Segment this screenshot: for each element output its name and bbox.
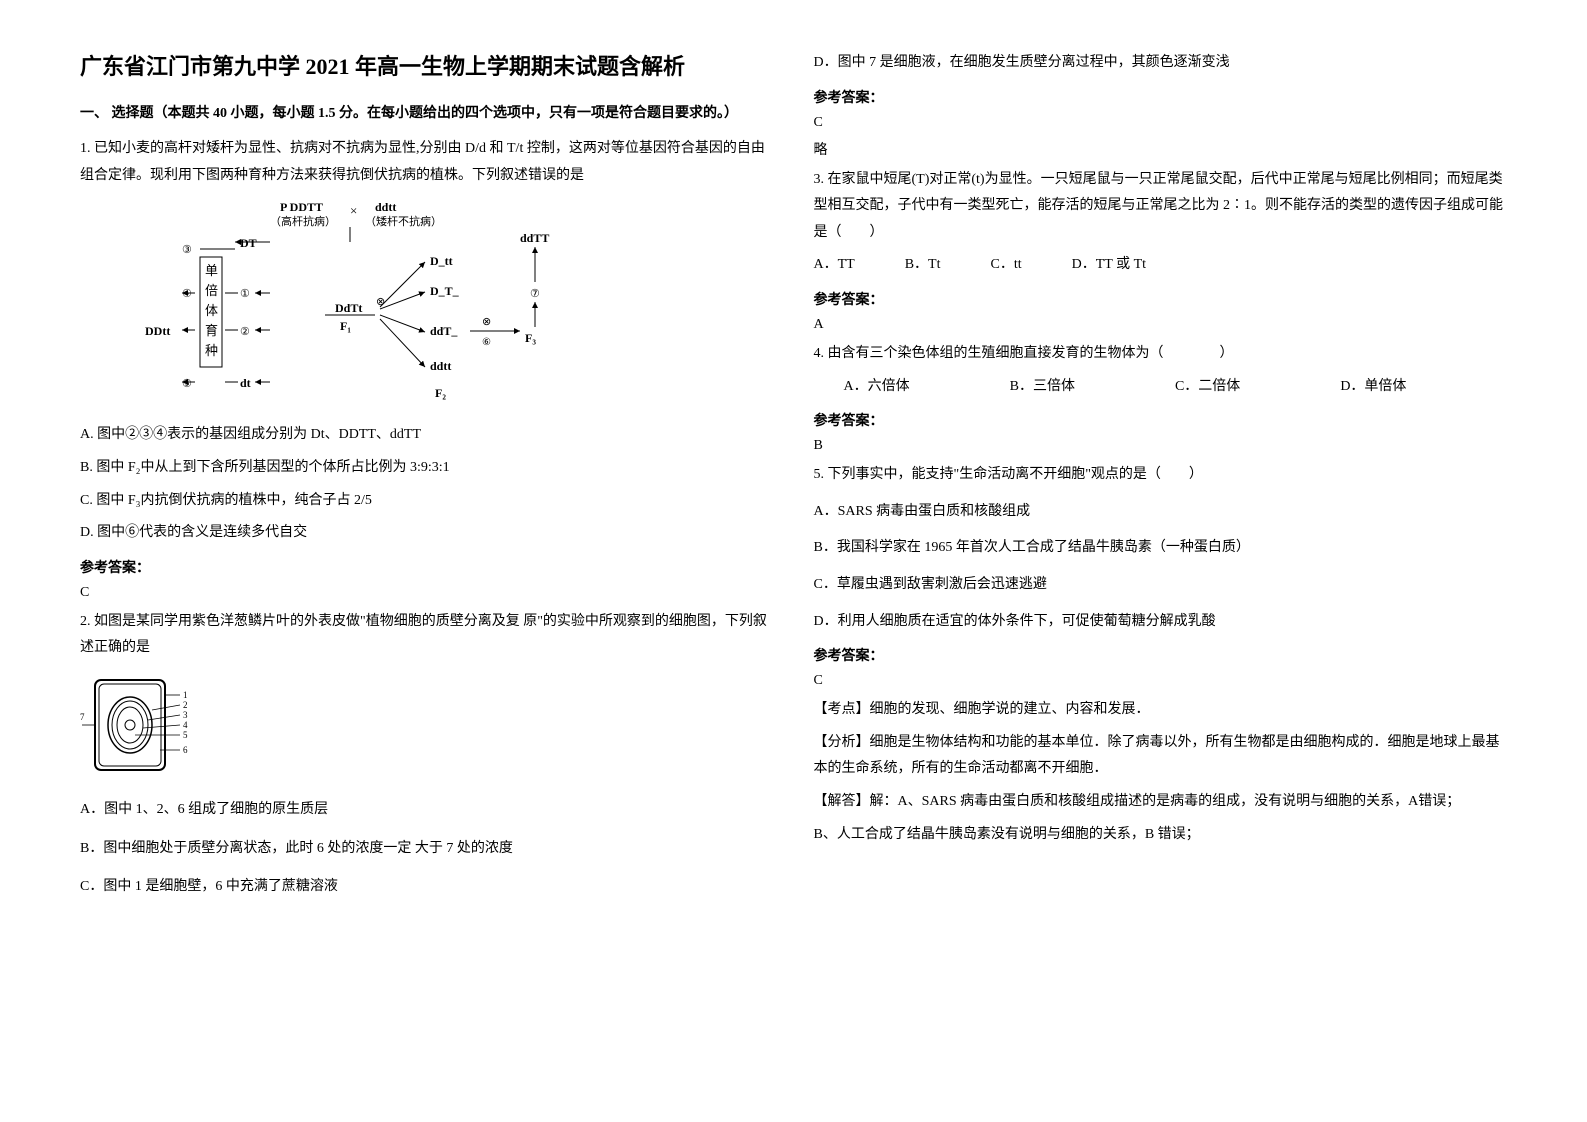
q4-stem: 4. 由含有三个染色体组的生殖细胞直接发育的生物体为（ ） (814, 341, 1508, 368)
label: 6 (183, 745, 188, 755)
label: ⑦ (530, 288, 540, 300)
q3-option-d: D．TT 或 Tt (1072, 252, 1146, 279)
label: 1 (183, 690, 188, 700)
q1-option-c: C. 图中 F₃内抗倒伏抗病的植株中，纯合子占 2/5 (80, 488, 774, 515)
answer-heading: 参考答案： (814, 289, 1508, 309)
q2-answer: C (814, 115, 1508, 131)
q2-option-c: C．图中 1 是细胞壁，6 中充满了蔗糖溶液 (80, 874, 774, 901)
section-heading: 一、 选择题（本题共 40 小题，每小题 1.5 分。在每小题给出的四个选项中，… (80, 101, 774, 126)
q2-diagram: 1 2 3 4 5 6 7 (80, 670, 200, 785)
answer-heading: 参考答案： (80, 557, 774, 577)
label: DdTt (335, 301, 362, 315)
q4-option-d: D．单倍体 (1340, 374, 1406, 401)
answer-heading: 参考答案： (814, 645, 1508, 665)
q4-option-a: A．六倍体 (844, 374, 910, 401)
q5-fenxi: 【分析】细胞是生物体结构和功能的基本单位．除了病毒以外，所有生物都是由细胞构成的… (814, 730, 1508, 783)
q3-option-b: B．Tt (905, 252, 941, 279)
q2-option-a: A．图中 1、2、6 组成了细胞的原生质层 (80, 797, 774, 824)
label: 种 (205, 343, 218, 358)
label: ③ (182, 244, 192, 256)
label: D_tt (430, 254, 453, 268)
right-column: D．图中 7 是细胞液，在细胞发生质壁分离过程中，其颜色逐渐变浅 参考答案： C… (794, 50, 1528, 1072)
q4-answer: B (814, 438, 1508, 454)
q5-option-d: D．利用人细胞质在适宜的体外条件下，可促使葡萄糖分解成乳酸 (814, 609, 1508, 636)
left-column: 广东省江门市第九中学 2021 年高一生物上学期期末试题含解析 一、 选择题（本… (60, 50, 794, 1072)
label: P DDTT (280, 200, 323, 214)
q1-option-d: D. 图中⑥代表的含义是连续多代自交 (80, 520, 774, 547)
q4-option-c: C．二倍体 (1175, 374, 1240, 401)
q5-option-c: C．草履虫遇到敌害刺激后会迅速逃避 (814, 572, 1508, 599)
q2-answer-extra: 略 (814, 139, 1508, 159)
label: 育 (205, 323, 218, 338)
label: 体 (205, 303, 218, 318)
answer-heading: 参考答案： (814, 410, 1508, 430)
page-title: 广东省江门市第九中学 2021 年高一生物上学期期末试题含解析 (80, 50, 774, 83)
q1-diagram: P DDTT （高杆抗病） × ddtt （矮杆不抗病） DT ③ 单 倍 体 … (140, 197, 560, 412)
q3-answer: A (814, 317, 1508, 333)
q3-option-a: A．TT (814, 252, 855, 279)
q4-options: A．六倍体 B．三倍体 C．二倍体 D．单倍体 (814, 374, 1508, 401)
q5-stem: 5. 下列事实中，能支持"生命活动离不开细胞"观点的是（ ） (814, 462, 1508, 489)
q2-option-d: D．图中 7 是细胞液，在细胞发生质壁分离过程中，其颜色逐渐变浅 (814, 50, 1508, 77)
label: 4 (183, 720, 188, 730)
label: 单 (205, 263, 218, 278)
q5-jieda-b: B、人工合成了结晶牛胰岛素没有说明与细胞的关系，B 错误； (814, 822, 1508, 849)
q1-option-a: A. 图中②③④表示的基因组成分别为 Dt、DDTT、ddTT (80, 422, 774, 449)
q3-option-c: C．tt (991, 252, 1022, 279)
q3-options: A．TT B．Tt C．tt D．TT 或 Tt (814, 252, 1508, 279)
label: ⑥ (482, 337, 491, 348)
label: DDtt (145, 324, 170, 338)
label: 倍 (205, 283, 218, 298)
label: ⑤ (182, 378, 192, 390)
label: ddtt (375, 200, 396, 214)
label: ② (240, 326, 250, 338)
q3-stem: 3. 在家鼠中短尾(T)对正常(t)为显性。一只短尾鼠与一只正常尾鼠交配，后代中… (814, 167, 1508, 247)
label: F₁ (340, 319, 351, 333)
q1-stem: 1. 已知小麦的高杆对矮杆为显性、抗病对不抗病为显性,分别由 D/d 和 T/t… (80, 136, 774, 189)
answer-heading: 参考答案： (814, 87, 1508, 107)
q1-answer: C (80, 585, 774, 601)
label: dt (240, 376, 251, 390)
label: D_T_ (430, 284, 460, 298)
label: ddTT (520, 231, 549, 245)
label: ddT_ (430, 324, 458, 338)
q2-stem: 2. 如图是某同学用紫色洋葱鳞片叶的外表皮做"植物细胞的质壁分离及复 原"的实验… (80, 609, 774, 662)
label: ④ (182, 288, 192, 300)
label: ddtt (430, 359, 451, 373)
q5-option-a: A．SARS 病毒由蛋白质和核酸组成 (814, 499, 1508, 526)
q5-answer: C (814, 673, 1508, 689)
label: （高杆抗病） (270, 214, 336, 228)
q5-jieda-a: 【解答】解：A、SARS 病毒由蛋白质和核酸组成描述的是病毒的组成，没有说明与细… (814, 789, 1508, 816)
label: 2 (183, 700, 188, 710)
label: 5 (183, 730, 188, 740)
q5-kaodian: 【考点】细胞的发现、细胞学说的建立、内容和发展． (814, 697, 1508, 724)
q5-option-b: B．我国科学家在 1965 年首次人工合成了结晶牛胰岛素（一种蛋白质） (814, 535, 1508, 562)
label: （矮杆不抗病） (365, 214, 442, 228)
label: DT (240, 236, 257, 250)
q1-option-b: B. 图中 F₂中从上到下含所列基因型的个体所占比例为 3:9:3:1 (80, 455, 774, 482)
q2-option-b: B．图中细胞处于质壁分离状态，此时 6 处的浓度一定 大于 7 处的浓度 (80, 836, 774, 863)
q4-option-b: B．三倍体 (1010, 374, 1075, 401)
label: ⊗ (482, 316, 491, 328)
label: 7 (80, 712, 85, 722)
label: F₂ (435, 386, 446, 400)
label: 3 (183, 710, 188, 720)
label: ① (240, 288, 250, 300)
label: × (350, 203, 357, 218)
label: F₃ (525, 331, 536, 345)
